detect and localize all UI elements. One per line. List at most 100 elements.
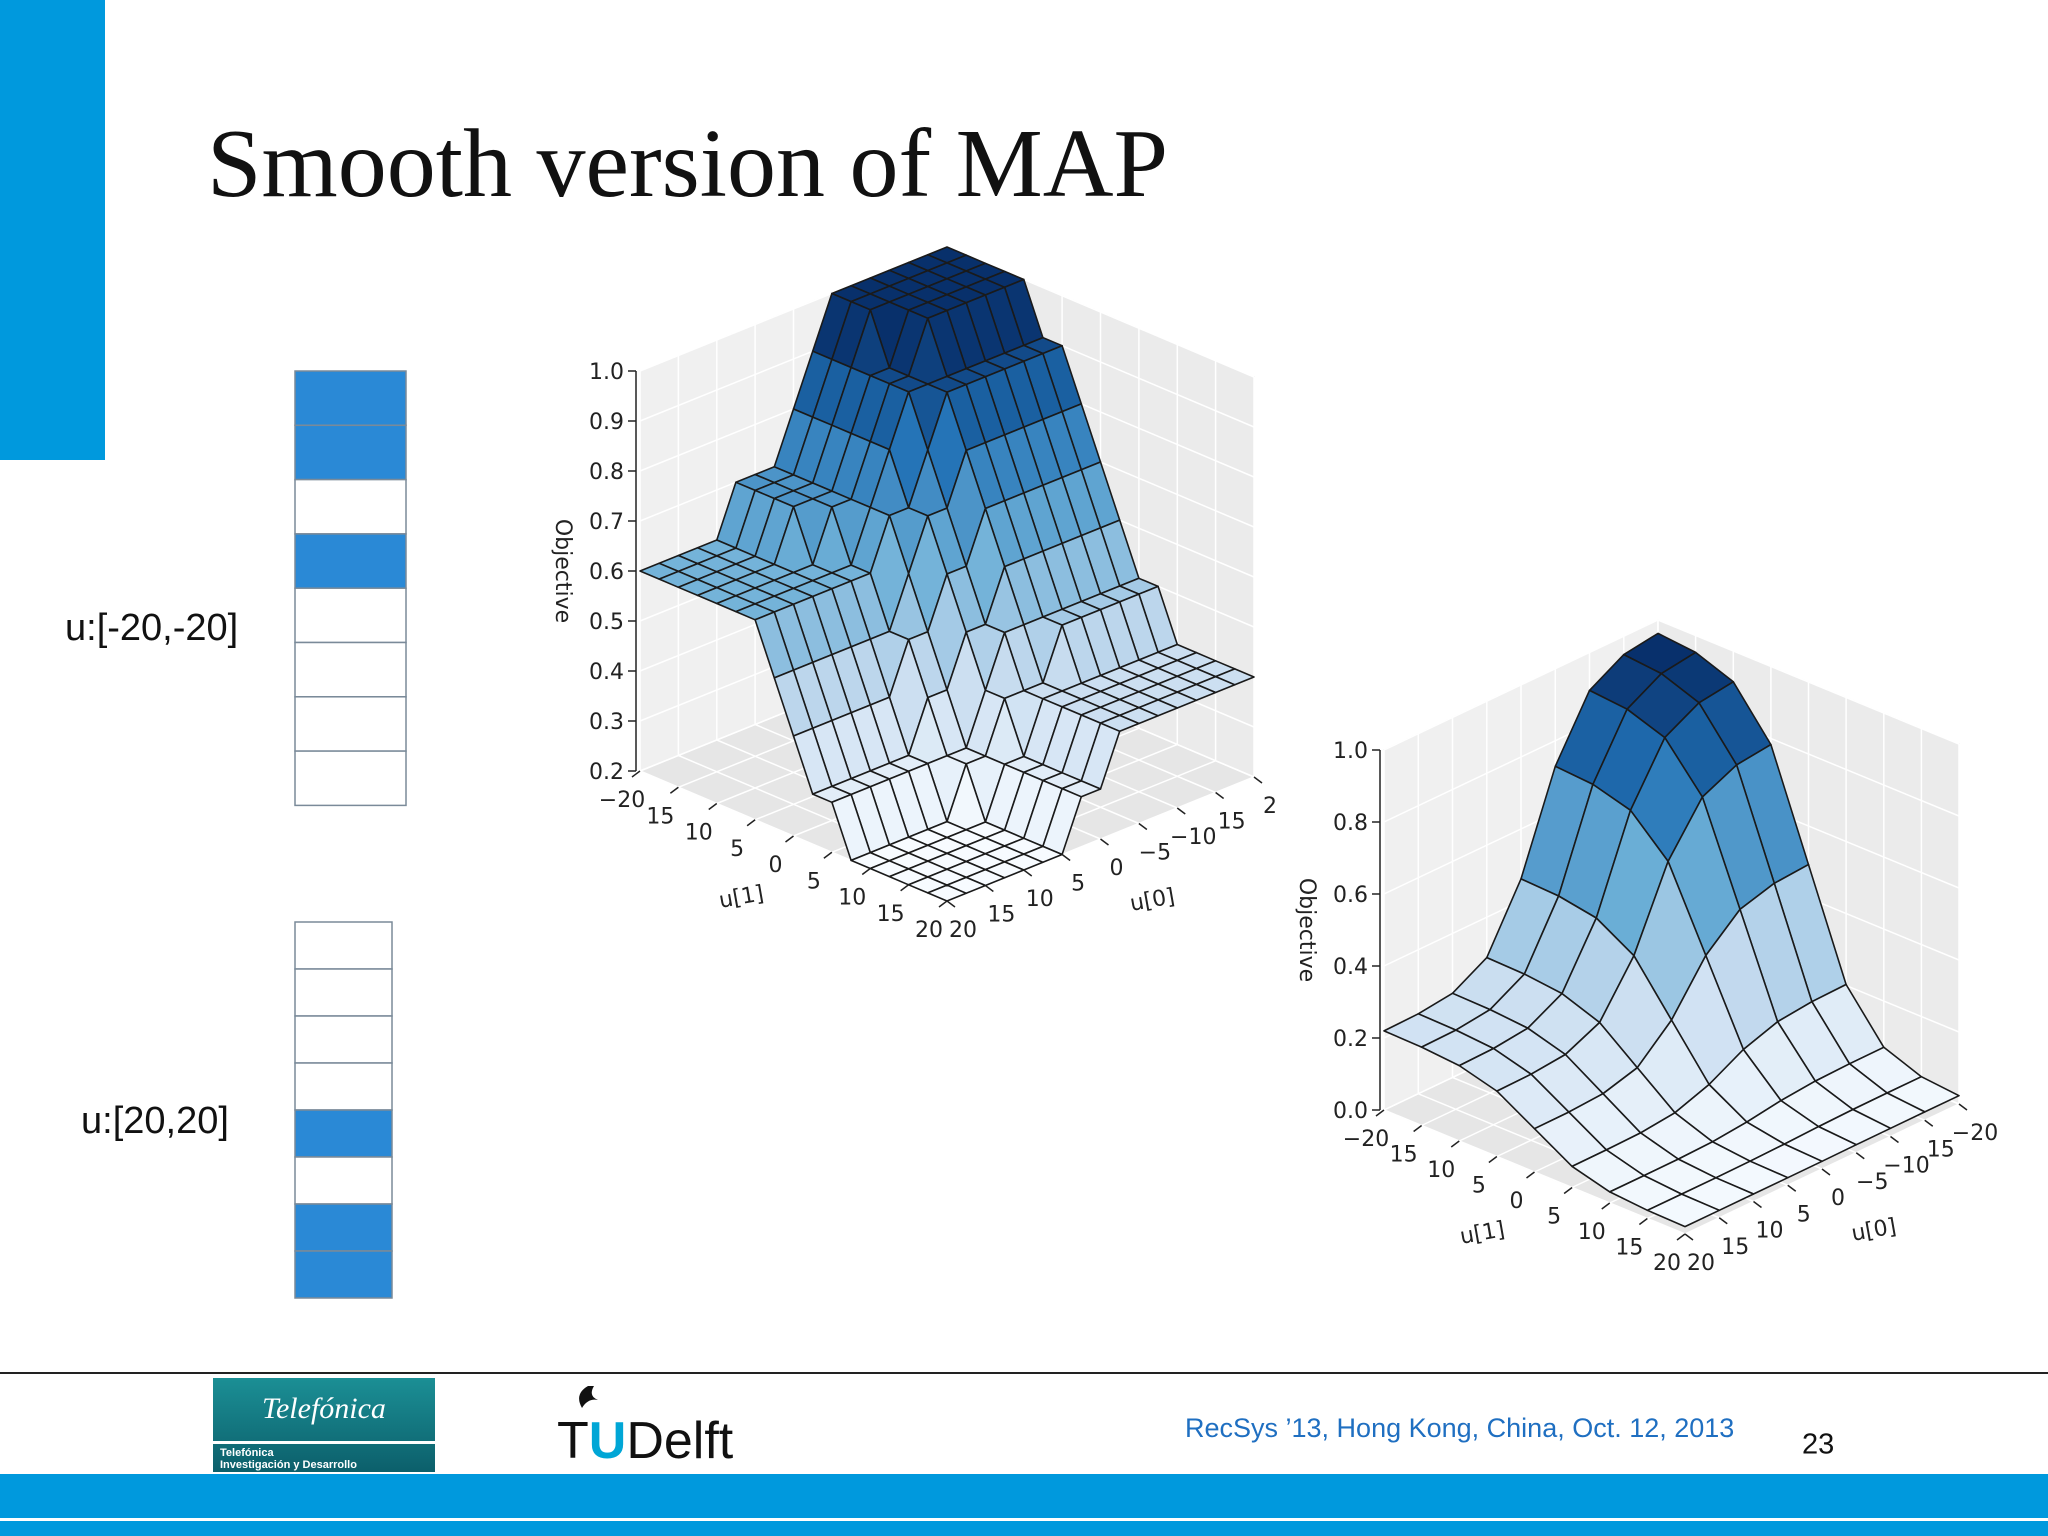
rank-cell <box>294 641 407 698</box>
rank-cell <box>294 1250 393 1299</box>
tick-label: 5 <box>1797 1202 1811 1227</box>
tick-mark <box>1176 807 1186 815</box>
tick-label: −10 <box>1883 1154 1929 1179</box>
tick-label: 0 <box>1110 856 1124 881</box>
tick-label: 5 <box>807 869 821 894</box>
tick-mark <box>1061 853 1071 862</box>
tick-mark <box>984 884 994 893</box>
axis-label: u[0] <box>1128 884 1177 916</box>
tick-label: −5 <box>1139 841 1171 866</box>
tick-label: 15 <box>1721 1235 1749 1260</box>
axis-label: u[1] <box>1458 1217 1507 1249</box>
tick-mark <box>938 900 948 908</box>
tick-label: 0 <box>1831 1186 1845 1211</box>
tick-mark <box>1413 1124 1423 1133</box>
tick-mark <box>1890 1135 1899 1144</box>
tick-mark <box>1253 776 1263 784</box>
tick-mark <box>1958 1103 1968 1111</box>
tick-label: 0.4 <box>1333 955 1368 980</box>
rank-cell <box>294 1015 393 1064</box>
logo-text: TUDelft <box>557 1412 734 1470</box>
tick-mark <box>1676 1233 1686 1241</box>
rank-cell <box>294 587 407 644</box>
rank-cell <box>294 1062 393 1111</box>
tick-mark <box>823 851 833 859</box>
tick-label: 10 <box>1578 1220 1606 1245</box>
tick-label: 20 <box>1653 1251 1681 1276</box>
rank-cell <box>294 1203 393 1252</box>
tick-mark <box>1526 1171 1535 1179</box>
slide-title: Smooth version of MAP <box>207 110 1168 218</box>
logo-text: Telefónica <box>262 1392 386 1425</box>
tick-label: 15 <box>987 903 1015 928</box>
axis-label: Objective <box>550 519 575 623</box>
telefonica-logo: Telefónica Telefónica Investigación y De… <box>213 1378 435 1472</box>
tick-mark <box>669 786 679 794</box>
tick-mark <box>1684 1233 1694 1241</box>
tick-mark <box>946 900 956 908</box>
tick-mark <box>861 867 871 876</box>
tick-label: 0.8 <box>589 460 624 485</box>
tick-label: 15 <box>1218 810 1246 835</box>
logo-divider <box>213 1441 435 1444</box>
tick-label: 20 <box>949 918 977 943</box>
tick-mark <box>1924 1119 1934 1127</box>
tick-label: 5 <box>1547 1205 1561 1230</box>
tick-mark <box>1821 1168 1831 1176</box>
tick-mark <box>1375 1109 1385 1117</box>
tick-label: 2 <box>1263 794 1277 819</box>
rank-cell <box>294 696 407 752</box>
tick-label: 1.0 <box>589 360 624 385</box>
logo-box <box>213 1378 435 1472</box>
logo-u: U <box>589 1412 627 1470</box>
tick-label: 0.4 <box>589 660 624 685</box>
tick-mark <box>631 770 641 778</box>
tick-mark <box>900 884 910 892</box>
rank-cell <box>294 921 393 970</box>
venue: RecSys ’13, Hong Kong, China, Oct. 12, 2… <box>1185 1413 1734 1443</box>
accent-bar <box>0 0 105 460</box>
tick-label: 0.6 <box>589 560 624 585</box>
rank-cell <box>294 478 407 535</box>
logo-delft: Delft <box>626 1412 733 1470</box>
tick-label: −20 <box>599 788 645 813</box>
tick-label: 10 <box>838 886 866 911</box>
rank-cell <box>294 968 393 1017</box>
tick-label: 0 <box>1510 1189 1524 1214</box>
tick-label: 15 <box>877 902 905 927</box>
rank-cell <box>294 370 407 427</box>
logo-t: T <box>557 1412 589 1470</box>
tudelft-logo: TUDelft <box>557 1386 734 1470</box>
tick-mark <box>1023 869 1033 877</box>
tick-label: 0.5 <box>589 610 624 635</box>
tick-mark <box>1638 1217 1648 1226</box>
tick-label: 15 <box>646 804 674 829</box>
tick-label: 0.8 <box>1333 811 1368 836</box>
tick-label: 1.0 <box>1333 739 1368 764</box>
tick-label: 20 <box>1687 1251 1715 1276</box>
tick-label: 10 <box>685 821 713 846</box>
tick-label: 15 <box>1615 1236 1643 1261</box>
tick-mark <box>785 835 794 843</box>
tick-label: 10 <box>1427 1158 1455 1183</box>
tick-label: 0.6 <box>1333 883 1368 908</box>
tick-label: 0.9 <box>589 410 624 435</box>
page-number: 23 <box>1802 1429 1834 1461</box>
tick-mark <box>1450 1140 1460 1148</box>
tick-mark <box>1563 1186 1573 1195</box>
tick-label: 10 <box>1026 887 1054 912</box>
tick-label: 0 <box>769 853 783 878</box>
axis-label: Objective <box>1294 878 1319 982</box>
rank-cell <box>294 424 407 481</box>
tick-label: 0.2 <box>589 760 624 785</box>
tick-label: 15 <box>1927 1137 1955 1162</box>
tick-label: 15 <box>1390 1143 1418 1168</box>
tick-label: 5 <box>1472 1174 1486 1199</box>
axis-label: u[0] <box>1850 1214 1899 1246</box>
tick-label: 0.3 <box>589 710 624 735</box>
surface-patch <box>1646 1193 1721 1228</box>
tick-label: 0.0 <box>1333 1099 1368 1124</box>
tick-label: 10 <box>1756 1219 1784 1244</box>
logo-flame <box>579 1386 598 1408</box>
